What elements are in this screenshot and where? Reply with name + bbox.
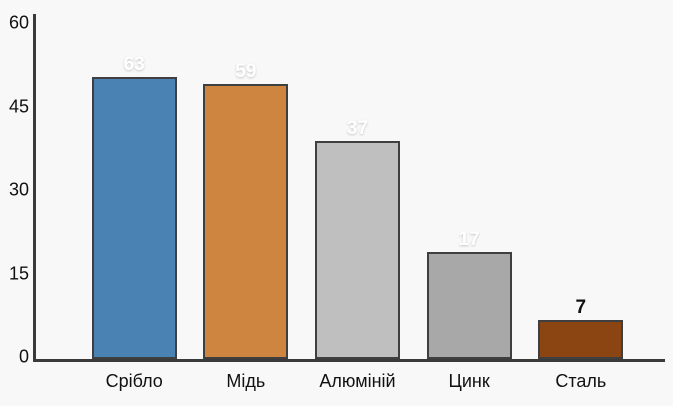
bar: [91, 77, 177, 359]
bar: [203, 84, 289, 359]
x-axis-line: [33, 359, 665, 362]
bar-value-label: 7: [575, 297, 587, 319]
bar-value-label: 63: [123, 54, 145, 76]
bar-value-label: 59: [235, 61, 257, 83]
y-tick-label: 60: [8, 12, 29, 33]
y-tick-label: 30: [8, 179, 29, 200]
y-tick-label: 15: [8, 263, 29, 284]
y-tick-label: 45: [8, 96, 29, 117]
bar-value-label: 17: [458, 229, 480, 251]
y-tick-label: 0: [18, 346, 29, 367]
y-axis-line: [33, 14, 36, 362]
category-label: Мідь: [226, 371, 266, 391]
bar: [426, 252, 512, 359]
bar: [315, 141, 400, 359]
category-label: Сталь: [555, 371, 607, 391]
category-label: Цинк: [448, 371, 490, 391]
category-label: Срібло: [105, 371, 163, 391]
bar: [538, 320, 624, 359]
category-label: Алюміній: [319, 371, 396, 391]
bar-value-label: 37: [346, 117, 369, 139]
